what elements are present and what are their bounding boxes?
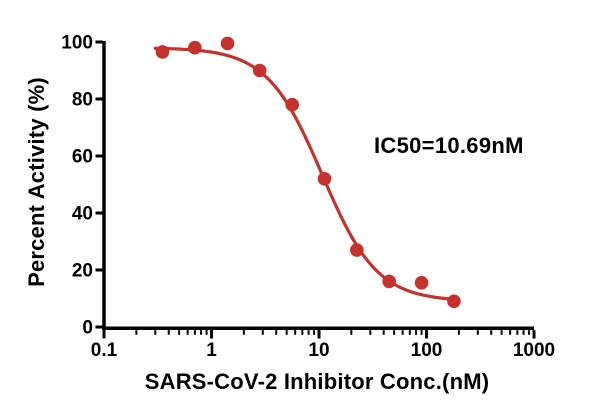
- data-point: [414, 276, 429, 290]
- y-tick-label: 0: [82, 318, 93, 339]
- ic50-annotation: IC50=10.69nM: [374, 133, 524, 158]
- x-tick-label: 10: [308, 340, 329, 361]
- data-point: [155, 45, 170, 59]
- x-tick-label: 0.1: [91, 340, 118, 361]
- x-axis-title: SARS-CoV-2 Inhibitor Conc.(nM): [144, 369, 490, 394]
- x-tick-label: 100: [411, 340, 443, 361]
- x-tick-label: 1000: [513, 340, 555, 361]
- data-point: [220, 36, 235, 51]
- y-tick-label: 60: [72, 147, 93, 168]
- y-tick-label: 80: [72, 90, 93, 111]
- y-axis-title: Percent Activity (%): [24, 77, 49, 287]
- data-point: [317, 172, 332, 186]
- y-tick-label: 20: [72, 261, 93, 282]
- x-tick-label: 1: [206, 340, 217, 361]
- data-point: [350, 243, 364, 257]
- data-point: [252, 63, 267, 78]
- data-point: [382, 274, 397, 289]
- fit-curve: [153, 46, 460, 302]
- y-tick-label: 40: [72, 204, 93, 225]
- y-tick-label: 100: [61, 33, 93, 54]
- data-point: [188, 40, 202, 55]
- data-point: [447, 294, 461, 309]
- data-point: [285, 97, 299, 112]
